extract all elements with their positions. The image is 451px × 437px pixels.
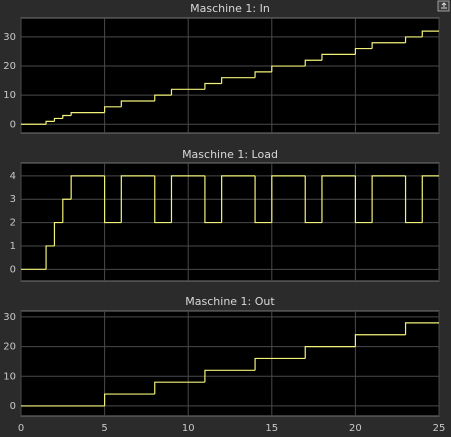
step-segment <box>154 381 205 395</box>
step-segment <box>104 175 122 224</box>
step-segment <box>304 345 356 359</box>
step-segment <box>421 175 439 223</box>
y-tick-label: 30 <box>3 32 16 43</box>
step-segment <box>371 42 406 49</box>
x-tick-label: 5 <box>101 423 107 434</box>
step-segment <box>304 175 322 224</box>
step-segment <box>354 175 373 224</box>
step-segment <box>404 175 423 224</box>
step-segment <box>204 369 256 383</box>
y-tick-label: 3 <box>10 194 16 205</box>
step-segment <box>321 175 356 223</box>
step-segment <box>53 221 63 246</box>
y-tick-label: 10 <box>3 90 16 101</box>
step-segment <box>421 30 439 37</box>
step-segment <box>70 112 105 116</box>
step-segment <box>354 47 373 55</box>
y-tick-label: 4 <box>10 171 16 182</box>
y-tick-label: 10 <box>3 371 16 382</box>
step-segment <box>371 175 406 223</box>
step-segment <box>70 175 105 200</box>
undock-button[interactable] <box>437 0 450 12</box>
step-segment <box>104 106 122 113</box>
step-segment <box>254 71 272 78</box>
plot-area <box>20 310 440 417</box>
plot-area <box>20 17 440 134</box>
step-segment <box>404 322 439 335</box>
step-segment <box>120 100 155 107</box>
y-tick-label: 30 <box>3 312 16 323</box>
step-segment <box>221 175 256 223</box>
step-segment <box>154 94 172 101</box>
step-segment <box>170 175 205 223</box>
step-segment <box>254 175 272 224</box>
y-tick-label: 0 <box>10 264 16 275</box>
step-segment <box>45 120 55 125</box>
x-tick-label: 0 <box>18 423 24 434</box>
step-segment <box>120 175 155 223</box>
step-segment <box>154 175 172 224</box>
x-tick-label: 20 <box>349 423 362 434</box>
plot-title: Maschine 1: Load <box>182 148 278 161</box>
step-segment <box>354 334 406 347</box>
y-tick-label: 20 <box>3 61 16 72</box>
y-tick-label: 2 <box>10 218 16 229</box>
step-segment <box>204 82 222 90</box>
x-tick-label: 15 <box>265 423 278 434</box>
y-tick-label: 1 <box>10 241 16 252</box>
step-segment <box>104 393 155 406</box>
step-segment <box>304 59 322 67</box>
x-tick-label: 10 <box>182 423 195 434</box>
step-segment <box>404 36 423 43</box>
step-segment <box>62 114 72 119</box>
plot-area <box>20 162 440 282</box>
y-tick-label: 0 <box>10 401 16 412</box>
y-tick-label: 20 <box>3 342 16 353</box>
x-tick-label: 25 <box>433 423 446 434</box>
step-segment <box>170 88 205 96</box>
step-segment <box>53 117 63 122</box>
step-segment <box>45 245 55 270</box>
step-segment <box>321 53 356 61</box>
step-segment <box>271 175 306 223</box>
button-icon[interactable] <box>441 2 447 9</box>
plot-title: Maschine 1: Out <box>185 295 275 308</box>
step-segment <box>204 175 222 224</box>
step-segment <box>62 198 72 223</box>
step-segment <box>271 65 306 72</box>
plot-title: Maschine 1: In <box>190 2 270 15</box>
step-segment <box>221 77 256 84</box>
step-segment <box>254 357 306 371</box>
y-tick-label: 0 <box>10 119 16 130</box>
